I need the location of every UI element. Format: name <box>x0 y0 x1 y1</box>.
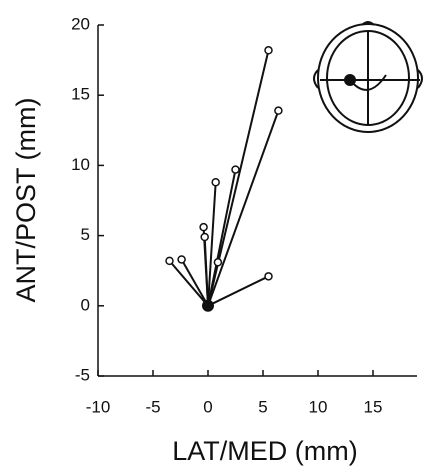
vector-line <box>180 258 209 307</box>
point <box>200 232 209 242</box>
point <box>199 222 208 232</box>
x-axis-title: LAT/MED (mm) <box>172 436 357 466</box>
x-tick-label: 5 <box>258 397 267 416</box>
y-axis-title: ANT/POST (mm) <box>11 98 41 303</box>
y-tick-label: -5 <box>75 365 90 384</box>
vector-line <box>207 262 219 307</box>
point <box>211 177 220 187</box>
y-tick-label: 0 <box>81 295 90 314</box>
x-tick-label: -5 <box>145 397 160 416</box>
vector-line <box>168 260 209 307</box>
vector-line <box>207 110 280 307</box>
y-tick-label: 20 <box>71 14 90 33</box>
vector-line <box>203 236 209 306</box>
point <box>274 106 283 115</box>
origin-point <box>202 299 214 312</box>
point <box>165 256 174 266</box>
vector-line <box>207 275 269 307</box>
y-tick-label: 5 <box>81 225 90 244</box>
point <box>231 165 240 174</box>
point <box>213 258 223 267</box>
x-tick-label: -10 <box>86 397 111 416</box>
x-tick-label: 0 <box>203 397 212 416</box>
point <box>264 46 273 55</box>
point <box>177 255 186 264</box>
x-tick-label: 10 <box>309 397 328 416</box>
head-inset <box>313 21 423 133</box>
y-tick-label: 15 <box>71 85 90 104</box>
y-tick-label: 10 <box>71 155 90 174</box>
x-tick-label: 15 <box>364 397 383 416</box>
vector-line <box>207 182 217 306</box>
point <box>264 272 273 281</box>
